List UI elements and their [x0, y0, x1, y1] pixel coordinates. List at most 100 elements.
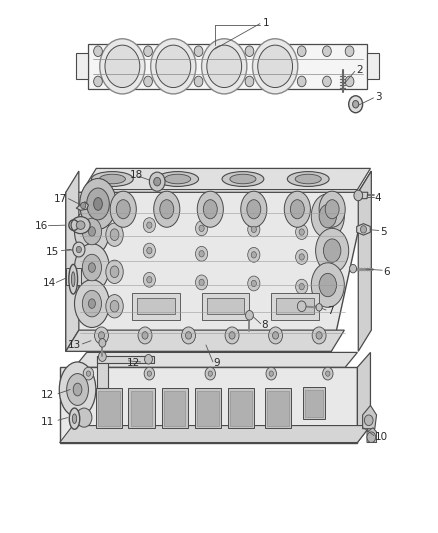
Ellipse shape: [88, 227, 95, 236]
Circle shape: [95, 327, 109, 344]
Circle shape: [76, 408, 92, 427]
Bar: [132, 293, 180, 319]
Circle shape: [99, 352, 106, 361]
Circle shape: [299, 229, 304, 235]
Ellipse shape: [87, 188, 110, 220]
Bar: [128, 389, 155, 428]
Text: 11: 11: [41, 417, 54, 427]
Text: 3: 3: [375, 92, 381, 102]
Ellipse shape: [82, 218, 102, 245]
Circle shape: [195, 275, 208, 290]
Circle shape: [345, 46, 354, 56]
Circle shape: [296, 279, 308, 294]
Polygon shape: [60, 425, 371, 442]
Polygon shape: [97, 356, 154, 363]
Circle shape: [322, 76, 331, 87]
Circle shape: [322, 46, 331, 56]
Circle shape: [364, 415, 373, 425]
Circle shape: [199, 251, 204, 257]
Polygon shape: [66, 330, 344, 351]
Ellipse shape: [106, 223, 123, 246]
Bar: [207, 298, 244, 314]
Circle shape: [296, 224, 308, 239]
Ellipse shape: [88, 263, 95, 272]
Circle shape: [245, 46, 254, 56]
Text: 18: 18: [130, 171, 144, 180]
Ellipse shape: [67, 374, 88, 406]
Bar: [228, 389, 254, 428]
Text: 8: 8: [261, 320, 268, 330]
Text: 14: 14: [43, 278, 57, 288]
Ellipse shape: [59, 362, 96, 417]
Ellipse shape: [71, 216, 90, 233]
Ellipse shape: [287, 172, 329, 187]
Ellipse shape: [230, 174, 256, 184]
Ellipse shape: [99, 174, 125, 184]
Circle shape: [350, 264, 357, 273]
Ellipse shape: [69, 408, 80, 429]
Ellipse shape: [319, 191, 345, 227]
Circle shape: [248, 222, 260, 237]
Ellipse shape: [295, 174, 321, 184]
Circle shape: [253, 39, 298, 94]
Circle shape: [185, 332, 191, 339]
Bar: [230, 391, 252, 425]
Ellipse shape: [222, 172, 264, 187]
Ellipse shape: [106, 260, 123, 284]
Ellipse shape: [160, 200, 174, 219]
Bar: [305, 390, 323, 417]
Text: 6: 6: [384, 267, 390, 277]
Circle shape: [349, 96, 363, 113]
Circle shape: [272, 332, 279, 339]
Circle shape: [194, 46, 203, 56]
Circle shape: [143, 217, 155, 232]
Text: 12: 12: [127, 358, 140, 368]
Circle shape: [246, 311, 253, 320]
Polygon shape: [357, 224, 370, 235]
Text: 13: 13: [67, 340, 81, 350]
Bar: [201, 293, 250, 319]
Circle shape: [105, 45, 140, 87]
Polygon shape: [66, 171, 79, 351]
Polygon shape: [66, 171, 371, 351]
Circle shape: [147, 277, 152, 283]
Ellipse shape: [165, 174, 191, 184]
Polygon shape: [76, 53, 88, 79]
Polygon shape: [358, 171, 371, 351]
Circle shape: [154, 177, 161, 186]
Polygon shape: [60, 367, 357, 442]
Circle shape: [268, 327, 283, 344]
Bar: [99, 391, 120, 425]
Ellipse shape: [72, 414, 77, 423]
Circle shape: [251, 226, 256, 232]
Circle shape: [251, 280, 256, 287]
Circle shape: [296, 249, 308, 264]
Bar: [267, 391, 289, 425]
Ellipse shape: [241, 191, 267, 227]
Circle shape: [345, 76, 354, 87]
Circle shape: [156, 45, 191, 87]
Circle shape: [81, 203, 86, 209]
Polygon shape: [88, 44, 367, 89]
Ellipse shape: [157, 172, 198, 187]
Ellipse shape: [197, 191, 223, 227]
Circle shape: [353, 101, 359, 108]
Text: 2: 2: [356, 66, 363, 75]
Text: 9: 9: [214, 358, 220, 368]
Bar: [197, 391, 219, 425]
Circle shape: [144, 76, 152, 87]
Circle shape: [182, 327, 195, 344]
Circle shape: [99, 332, 105, 339]
Circle shape: [94, 76, 102, 87]
Circle shape: [316, 304, 322, 311]
Circle shape: [83, 367, 94, 380]
Bar: [131, 391, 152, 425]
Circle shape: [258, 45, 293, 87]
Circle shape: [205, 367, 215, 380]
Polygon shape: [83, 168, 371, 190]
Ellipse shape: [80, 179, 116, 229]
Circle shape: [138, 327, 152, 344]
Ellipse shape: [92, 172, 133, 187]
Circle shape: [299, 284, 304, 290]
Polygon shape: [76, 202, 88, 211]
